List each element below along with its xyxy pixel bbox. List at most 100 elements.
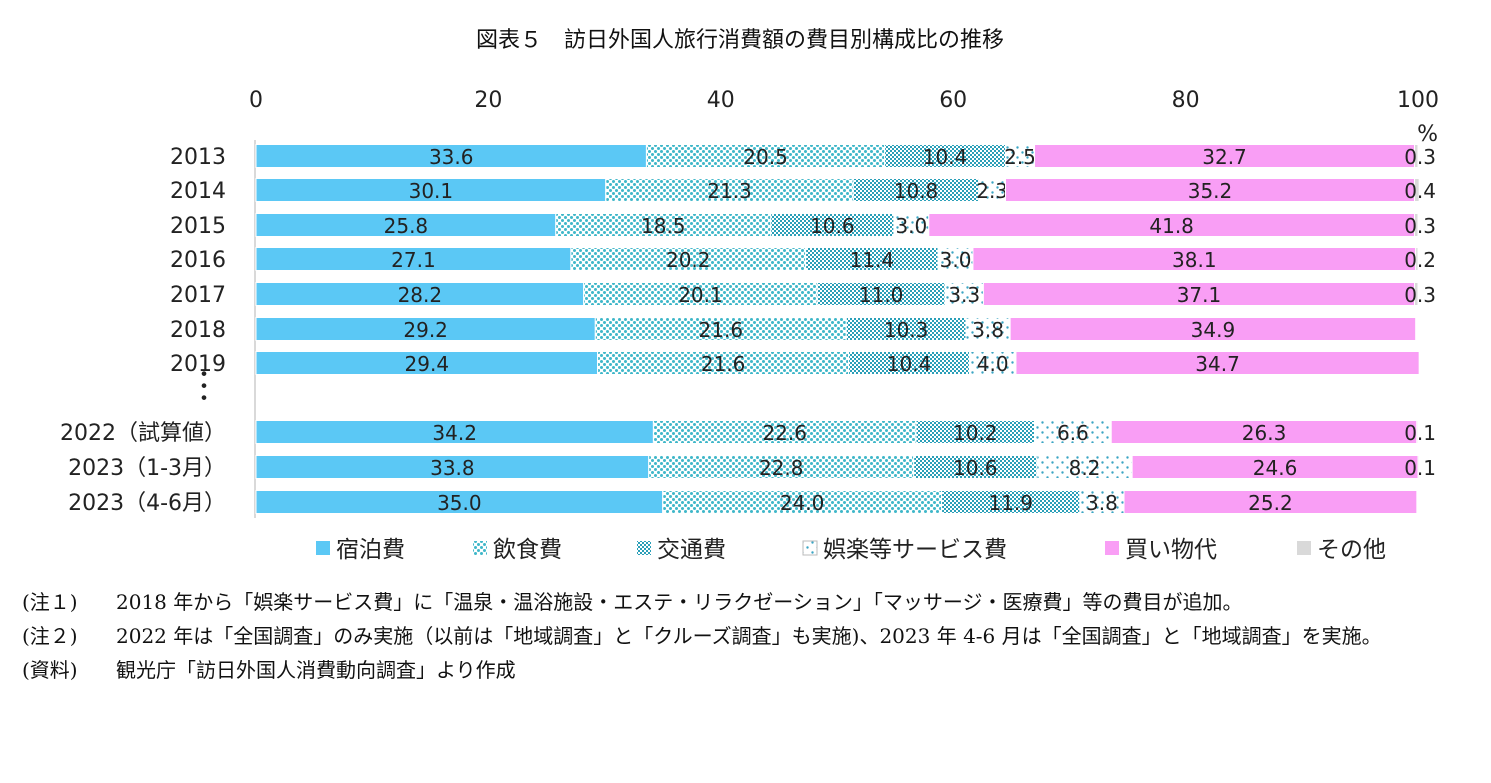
x-tick-label: 0 [249,88,263,113]
data-label: 10.6 [953,456,998,480]
bar-segment [1009,317,1417,341]
note-2: (注２) 2022 年は「全国調査」のみ実施（以前は「地域調査」と「クルーズ調査… [22,621,1482,651]
bar-segment [1414,144,1419,168]
gap-marker: ・・・ [193,363,215,412]
legend: 宿泊費 飲食費 交通費 娯楽等サービス費 買い物代 その他 [316,537,1386,563]
data-label: 6.6 [1057,421,1089,445]
legend-swatch [473,541,487,555]
data-label: 11.4 [850,248,895,272]
bar-segment [1417,455,1420,479]
data-label: 22.8 [759,456,804,480]
data-label: 29.2 [403,318,448,342]
data-label: 24.6 [1253,456,1298,480]
bar-row: 2014 30.1 21.3 10.8 2.3 35.2 0.4 [170,178,1436,204]
category-label: 2019 [170,352,226,377]
bar-segment [1416,420,1419,444]
legend-swatch [316,541,330,555]
data-label: 3.8 [972,318,1004,342]
data-label: 20.1 [678,283,723,307]
category-label: 2014 [170,179,226,204]
data-label: 0.1 [1404,421,1436,445]
bar-row: 2018 29.2 21.6 10.3 3.8 34.9 [170,317,1417,343]
legend-swatch [637,541,651,555]
data-label: 10.6 [810,214,855,238]
note-label: (注１) [22,590,78,614]
note-text: 2018 年から「娯楽サービス費」に「温泉・温浴施設・エステ・リラクゼーション」… [116,590,1243,614]
gap-dot: ・ [193,387,215,412]
stacked-bar-chart: 図表５ 訪日外国人旅行消費額の費目別構成比の推移 % 0 20 40 60 80 100 … [60,28,1439,563]
data-label: 18.5 [641,214,686,238]
data-label: 10.4 [887,352,932,376]
bar-row: 2015 25.8 18.5 10.6 3.0 41.8 0.3 [170,213,1436,239]
bar-row: 2022（試算値） 34.2 22.6 10.2 6.6 26.3 0.1 [60,420,1436,446]
data-label: 27.1 [391,248,436,272]
bar-segment [1414,213,1419,237]
note-1: (注１) 2018 年から「娯楽サービス費」に「温泉・温浴施設・エステ・リラクゼ… [22,587,1482,617]
data-label: 30.1 [409,179,454,203]
data-label: 0.2 [1404,248,1436,272]
category-label: 2016 [170,248,226,273]
bar-segment [1414,178,1420,202]
bar-segment [1415,247,1419,271]
data-label: 35.0 [437,491,482,515]
legend-swatch [1105,541,1119,555]
legend-item: 交通費 [637,537,726,563]
bar-row: 2013 33.6 20.5 10.4 2.5 32.7 0.3 [170,144,1436,170]
data-label: 3.0 [895,214,927,238]
category-label: 2018 [170,318,226,343]
data-label: 4.0 [977,352,1009,376]
note-text: 2022 年は「全国調査」のみ実施（以前は「地域調査」と「クルーズ調査」も実施)… [116,624,1382,648]
legend-item: その他 [1297,537,1386,563]
data-label: 2.5 [1004,145,1036,169]
legend-swatch [1297,541,1311,555]
data-label: 34.9 [1191,318,1236,342]
legend-label: 宿泊費 [336,537,405,563]
data-label: 0.3 [1404,145,1436,169]
data-label: 3.0 [940,248,972,272]
notes: (注１) 2018 年から「娯楽サービス費」に「温泉・温浴施設・エステ・リラクゼ… [22,587,1482,689]
category-label: 2015 [170,214,226,239]
legend-label: 交通費 [657,537,726,563]
data-label: 41.8 [1149,214,1194,238]
data-label: 11.0 [859,283,904,307]
data-label: 3.3 [948,283,980,307]
legend-label: 娯楽等サービス費 [823,537,1007,563]
category-label: 2013 [170,145,226,170]
unit-label: % [1417,122,1438,147]
legend-item: 飲食費 [473,537,562,563]
chart-title: 図表５ 訪日外国人旅行消費額の費目別構成比の推移 [476,28,1004,53]
bar-row: 2023（4-6月） 35.0 24.0 11.9 3.8 25.2 [68,490,1418,516]
data-label: 28.2 [398,283,443,307]
data-label: 33.6 [429,145,474,169]
data-label: 25.8 [384,214,429,238]
data-label: 0.3 [1404,283,1436,307]
data-label: 0.3 [1404,214,1436,238]
note-label: (資料) [22,658,78,682]
data-label: 10.3 [884,318,929,342]
x-tick-label: 80 [1172,88,1200,113]
data-label: 10.2 [953,421,998,445]
category-label: 2017 [170,283,226,308]
data-label: 10.8 [894,179,939,203]
data-label: 22.6 [762,421,807,445]
data-label: 29.4 [405,352,450,376]
bar-segment [1414,282,1419,306]
data-label: 35.2 [1188,179,1233,203]
note-text: 観光庁「訪日外国人消費動向調査」より作成 [116,658,516,682]
data-label: 2.3 [976,179,1008,203]
legend-item: 宿泊費 [316,537,405,563]
bar-rows: 2013 33.6 20.5 10.4 2.5 32.7 0.3 2014 30.1 21.3 10… [60,144,1436,516]
data-label: 24.0 [780,491,825,515]
data-label: 0.1 [1404,456,1436,480]
data-label: 21.6 [699,318,744,342]
data-label: 34.7 [1195,352,1240,376]
data-label: 11.9 [988,491,1033,515]
data-label: 38.1 [1172,248,1217,272]
data-label: 21.3 [707,179,752,203]
gap-dot: ・ [193,363,215,388]
data-label: 10.4 [923,145,968,169]
bar-row: 2023（1-3月） 33.8 22.8 10.6 8.2 24.6 0.1 [68,455,1436,481]
legend-item: 娯楽等サービス費 [802,537,1007,563]
data-label: 20.5 [743,145,788,169]
bar-row: 2019 29.4 21.6 10.4 4.0 34.7 [170,351,1420,377]
